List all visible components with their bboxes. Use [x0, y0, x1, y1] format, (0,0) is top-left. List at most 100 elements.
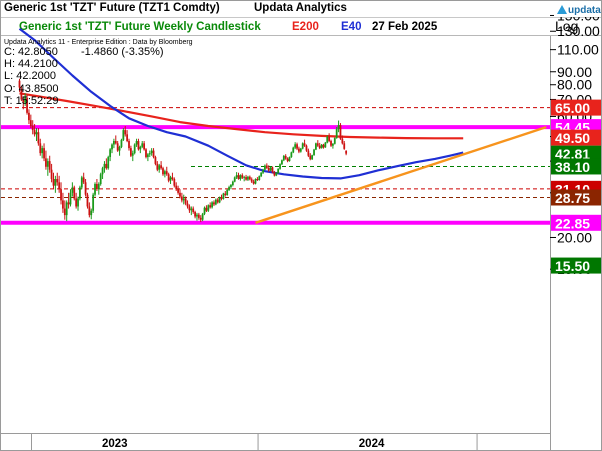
badge-28-75-label: 28.75	[555, 190, 590, 206]
candle-body	[82, 177, 85, 183]
moving-averages	[18, 27, 464, 180]
support-trendline	[255, 125, 547, 224]
legend-e200: E200	[292, 21, 319, 33]
candle-body	[275, 173, 278, 176]
brand-name: Updata Analytics	[254, 2, 347, 14]
candle-body	[335, 129, 338, 139]
candle-body	[299, 148, 302, 152]
candle-body	[86, 194, 89, 207]
candle-body	[184, 198, 187, 204]
candle-body	[37, 132, 40, 144]
candle-body	[124, 130, 127, 135]
candle-body	[216, 199, 219, 203]
candle-body	[214, 199, 217, 205]
badge-22-85-bg	[551, 214, 601, 231]
candle-body	[273, 172, 276, 176]
candle-body	[226, 189, 229, 196]
candle-body	[135, 141, 138, 145]
ohlc-time: T: 15:52:29	[4, 95, 58, 107]
candle-body	[90, 210, 93, 216]
candle-body	[65, 202, 68, 216]
candle-body	[298, 148, 300, 152]
y-tick-label: 90.00	[557, 64, 592, 80]
candle-body	[52, 179, 55, 186]
candle-body	[96, 183, 98, 190]
candle-body	[311, 155, 314, 160]
candle-body	[80, 177, 83, 188]
candle-body	[203, 207, 206, 214]
candle-body	[71, 187, 74, 193]
candle-body	[303, 143, 306, 146]
candle-body	[118, 146, 121, 151]
candle-body	[129, 148, 132, 156]
candle-body	[69, 192, 72, 205]
candle-body	[192, 208, 195, 213]
candle-body	[62, 200, 64, 209]
candle-body	[79, 187, 81, 199]
ohlc-high: H: 44.2100	[4, 58, 58, 70]
candle-body	[131, 153, 134, 156]
e200-line	[19, 92, 464, 140]
candle-body	[33, 130, 36, 135]
candle-body	[233, 177, 236, 182]
x-tick-label: 2023	[102, 438, 128, 450]
candle-body	[122, 130, 125, 140]
candle-body	[209, 205, 212, 208]
candle-body	[247, 176, 249, 180]
candle-body	[152, 150, 155, 158]
candle-body	[29, 120, 32, 127]
candle-body	[284, 155, 287, 159]
badge-49-50-bg	[551, 129, 601, 146]
candle-body	[322, 144, 325, 148]
candle-body	[111, 144, 113, 150]
updata-logo: updata	[554, 1, 601, 17]
candle-body	[58, 182, 61, 190]
candle-body	[114, 141, 117, 144]
badge-65-label: 65.00	[555, 100, 590, 116]
candle-body	[243, 177, 246, 178]
x-axis-labels: 2023 2024	[31, 433, 478, 450]
window-title: Generic 1st 'TZT' Future (TZT1 Comdty)	[4, 2, 220, 14]
candle-body	[288, 157, 291, 162]
candle-body	[316, 143, 319, 146]
badge-42-81-bg	[551, 145, 601, 162]
candle-body	[262, 169, 264, 173]
candle-body	[31, 126, 34, 131]
candle-body	[54, 179, 57, 186]
candle-body	[20, 88, 23, 100]
candle-body	[175, 185, 178, 190]
candle-body	[239, 175, 242, 180]
candle-body	[103, 163, 106, 169]
candle-body	[292, 147, 295, 153]
candle-body	[315, 143, 317, 150]
candle-body	[88, 206, 91, 216]
candle-body	[305, 145, 308, 151]
candle-body	[269, 167, 272, 171]
candle-body	[271, 167, 274, 173]
candle-body	[324, 142, 327, 148]
chart-title: Generic 1st 'TZT' Future Weekly Candlest…	[19, 21, 261, 33]
candle-body	[160, 165, 162, 169]
ohlc-close: C: 42.8050	[4, 46, 58, 58]
candle-body	[43, 148, 45, 159]
candle-body	[28, 112, 30, 121]
candle-body	[18, 80, 21, 88]
candle-body	[180, 196, 183, 201]
candle-body	[67, 202, 70, 205]
candle-body	[256, 179, 259, 180]
candle-body	[296, 144, 298, 149]
price-badges: 65.0054.4549.5042.8138.1031.1028.7522.85…	[551, 99, 601, 274]
candle-body	[179, 192, 181, 197]
candle-body	[163, 171, 166, 175]
badge-38-10-bg	[551, 158, 601, 175]
x-tick-label: 2024	[359, 438, 385, 450]
badge-22-85-label: 22.85	[555, 215, 590, 231]
candle-body	[196, 214, 198, 217]
candles	[18, 78, 348, 223]
candle-body	[330, 141, 332, 146]
candle-body	[307, 150, 310, 156]
candle-body	[94, 183, 96, 195]
candle-body	[113, 141, 115, 145]
candle-body	[254, 179, 257, 184]
